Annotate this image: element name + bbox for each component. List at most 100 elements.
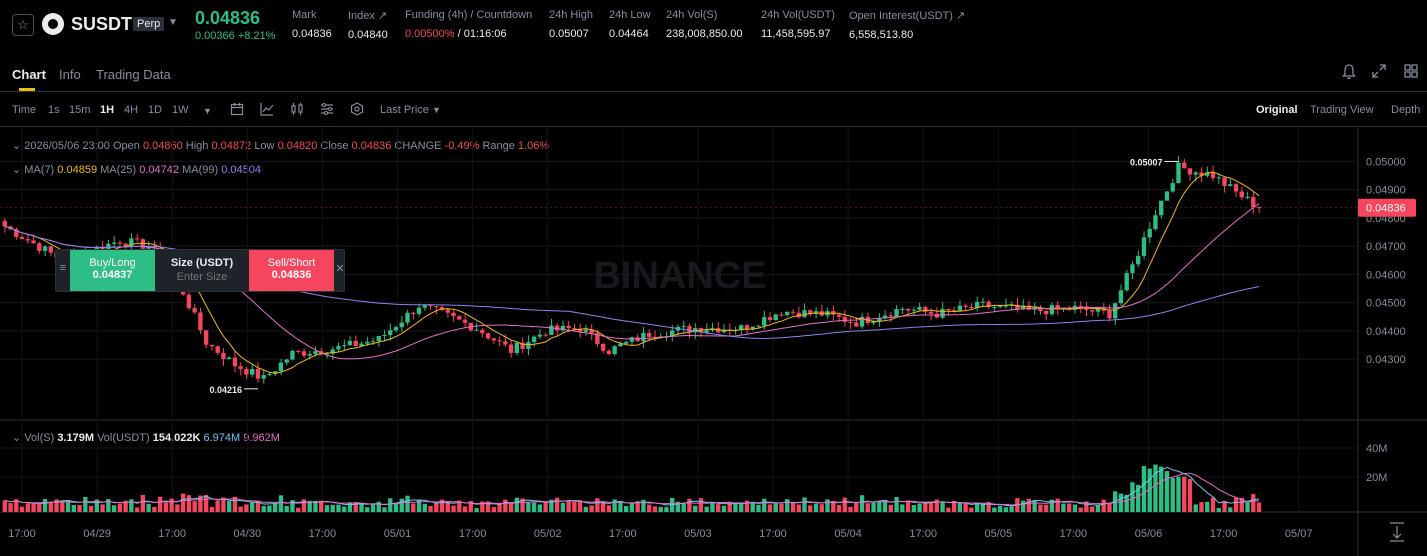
candle-body [146, 246, 151, 249]
volume-bar [1072, 504, 1078, 512]
candle-body [221, 352, 226, 360]
volume-tick-label: 40M [1366, 443, 1387, 455]
collapse-chevron-icon[interactable]: ⌄ [12, 164, 22, 176]
candle-body [905, 308, 911, 311]
candle-body [1256, 207, 1262, 209]
candle-body [543, 334, 548, 336]
volume-bar [106, 499, 111, 512]
volume-bar [1210, 497, 1216, 512]
volume-bar [336, 504, 341, 512]
drag-handle-icon[interactable]: ≡ [59, 262, 67, 274]
stat-value: 238,008,850.00 [666, 28, 743, 40]
close-icon[interactable]: ✕ [335, 263, 345, 275]
candle-body [1233, 184, 1239, 192]
interval-1h[interactable]: 1H [100, 104, 115, 116]
candle-body [123, 243, 128, 247]
ma-legend: ⌄ MA(7) 0.04859 MA(25) 0.04742 MA(99) 0.… [12, 163, 261, 176]
volume-bar [1256, 502, 1262, 512]
stat-mark: Mark 0.04836 [292, 9, 332, 40]
interval-1s[interactable]: 1s [48, 104, 60, 116]
volume-bar [905, 500, 911, 512]
candle-body [198, 312, 203, 331]
candle-body [370, 341, 376, 343]
stat-index[interactable]: Index ↗ 0.04840 [348, 9, 388, 41]
calendar-icon[interactable] [230, 102, 244, 119]
candle-body [1136, 255, 1141, 265]
interval-1d[interactable]: 1D [148, 104, 163, 116]
vol-ma1-value: 6.974M [203, 432, 241, 444]
volume-bar [353, 502, 358, 512]
candle-body [238, 366, 243, 370]
volume-bar [1009, 506, 1014, 512]
candlestick-chart[interactable]: BINANCE 0.050000.049000.048000.047000.04… [0, 128, 1427, 556]
size-input[interactable] [162, 271, 242, 283]
interval-4h[interactable]: 4H [124, 104, 139, 116]
more-intervals-chevron-down-icon[interactable]: ▼ [203, 106, 212, 116]
volume-bar [836, 505, 842, 512]
volume-bar [221, 497, 226, 512]
candle-body [756, 325, 761, 327]
sell-short-button[interactable]: Sell/Short 0.04836 [249, 250, 334, 291]
view-trading-view[interactable]: Trading View [1310, 104, 1374, 116]
volume-bar [157, 496, 163, 512]
symbol-dropdown-chevron-down-icon[interactable]: ▼ [168, 17, 178, 28]
volume-bar [100, 504, 105, 512]
candle-body [347, 340, 353, 346]
buy-long-button[interactable]: Buy/Long 0.04837 [70, 250, 155, 291]
chart-settings-icon[interactable] [320, 102, 334, 119]
time-tick-label: 17:00 [1060, 528, 1088, 540]
indicator-line-icon[interactable] [260, 102, 274, 119]
expand-icon[interactable] [1372, 64, 1386, 82]
volume-bar [992, 507, 997, 512]
interval-15m[interactable]: 15m [69, 104, 91, 116]
volume-bar [710, 502, 715, 512]
hexagon-settings-icon[interactable] [350, 102, 364, 119]
volume-bar [986, 502, 991, 512]
candle-body [203, 330, 209, 345]
volume-bar [180, 493, 186, 512]
candle-body [744, 325, 750, 330]
view-depth[interactable]: Depth [1391, 104, 1421, 116]
candle-body [1107, 310, 1112, 319]
favorite-star-icon[interactable]: ☆ [12, 14, 34, 36]
grid-layout-icon[interactable] [1404, 64, 1418, 82]
price-type-select[interactable]: Last Price ▼ [380, 104, 441, 116]
volume-bar [934, 499, 940, 512]
stat-value: 11,458,595.97 [761, 28, 831, 40]
candle-body [871, 321, 876, 323]
volume-bar [60, 500, 65, 512]
candle-type-icon[interactable] [290, 102, 304, 119]
volume-bar [1164, 471, 1170, 512]
candle-body [324, 353, 330, 355]
collapse-chevron-icon[interactable]: ⌄ [12, 140, 22, 152]
candle-body [2, 220, 7, 227]
symbol-name[interactable]: SUSDT [71, 14, 133, 34]
legend-high-label: High [185, 140, 209, 152]
interval-time[interactable]: Time [12, 104, 37, 116]
legend-high: 0.04872 [211, 140, 252, 152]
interval-1w[interactable]: 1W [172, 104, 189, 116]
price-tick-label: 0.04900 [1366, 185, 1406, 197]
volume-bar [888, 504, 893, 512]
time-tick-label: 05/06 [1135, 528, 1163, 540]
tab-chart[interactable]: Chart [12, 67, 46, 82]
volume-bar [543, 501, 548, 512]
candle-body [140, 239, 146, 249]
candle-body [445, 309, 450, 313]
bell-icon[interactable] [1342, 64, 1356, 84]
stat-funding: Funding (4h) / Countdown 0.00500% / 01:1… [405, 9, 532, 40]
tab-info[interactable]: Info [59, 67, 81, 82]
tab-trading-data[interactable]: Trading Data [96, 67, 171, 82]
volume-bar [928, 501, 934, 512]
candle-body [934, 313, 940, 318]
volume-bar [831, 500, 836, 512]
scroll-to-latest-icon[interactable] [1390, 522, 1404, 542]
stat-open-interest[interactable]: Open Interest(USDT) ↗ 6,558,513.80 [849, 9, 965, 41]
collapse-chevron-icon[interactable]: ⌄ [12, 432, 22, 444]
volume-bar [451, 505, 456, 512]
current-price-label: 0.04836 [1366, 203, 1406, 215]
volume-bar [1101, 499, 1106, 512]
view-original[interactable]: Original [1256, 104, 1298, 116]
volume-bar [129, 499, 134, 512]
vol-ma2-value: 9.962M [243, 432, 280, 444]
